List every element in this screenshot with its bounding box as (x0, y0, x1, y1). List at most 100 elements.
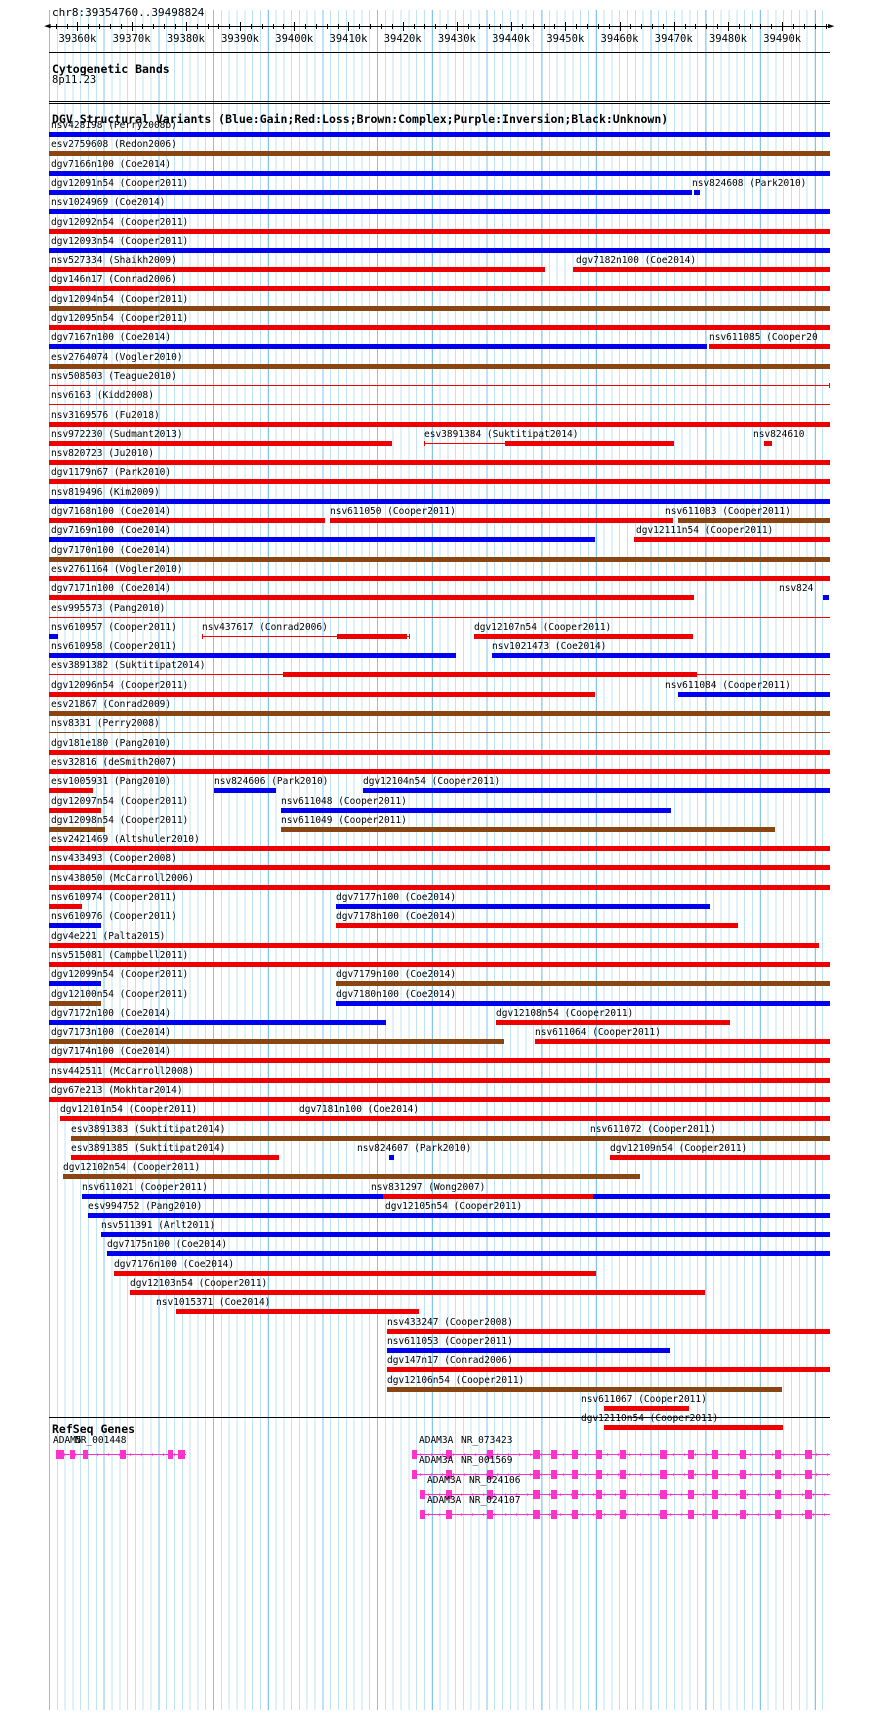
refseq-exon[interactable] (740, 1450, 746, 1459)
refseq-exon[interactable] (572, 1510, 578, 1519)
refseq-exon[interactable] (551, 1490, 557, 1499)
refseq-strand-arrow-icon: ‹ (723, 1509, 728, 1519)
refseq-strand-arrow-icon: ‹ (671, 1469, 676, 1479)
refseq-exon[interactable] (551, 1510, 557, 1519)
refseq-exon[interactable] (533, 1490, 540, 1499)
refseq-strand-arrow-icon: ‹ (517, 1449, 522, 1459)
refseq-exon[interactable] (620, 1470, 626, 1479)
refseq-strand-arrow-icon: ‹ (767, 1509, 772, 1519)
refseq-exon[interactable] (712, 1450, 718, 1459)
refseq-gene-label[interactable]: NR_001569 (461, 1455, 513, 1466)
refseq-exon[interactable] (660, 1450, 667, 1459)
refseq-strand-arrow-icon: ‹ (649, 1449, 654, 1459)
refseq-strand-arrow-icon: ‹ (822, 1509, 827, 1519)
refseq-strand-arrow-icon: ‹ (605, 1469, 610, 1479)
refseq-exon[interactable] (805, 1510, 812, 1519)
refseq-exon[interactable] (660, 1510, 667, 1519)
refseq-strand-arrow-icon: ‹ (558, 1489, 563, 1499)
refseq-exon[interactable] (533, 1470, 540, 1479)
refseq-exon[interactable] (70, 1450, 75, 1459)
refseq-exon[interactable] (775, 1450, 781, 1459)
refseq-exon[interactable] (620, 1450, 626, 1459)
refseq-exon[interactable] (572, 1490, 578, 1499)
refseq-exon[interactable] (712, 1490, 718, 1499)
refseq-exon[interactable] (660, 1470, 667, 1479)
refseq-strand-arrow-icon: ‹ (701, 1509, 706, 1519)
refseq-strand-arrow-icon: ‹ (514, 1509, 519, 1519)
refseq-exon[interactable] (740, 1510, 746, 1519)
refseq-gene-label[interactable]: ADAM3A (419, 1455, 454, 1466)
refseq-exon[interactable] (620, 1510, 626, 1519)
refseq-strand-arrow-icon: ‹ (525, 1489, 530, 1499)
refseq-strand-arrow-icon: ‹ (679, 1509, 684, 1519)
refseq-exon[interactable] (805, 1470, 812, 1479)
refseq-exon[interactable] (168, 1450, 173, 1459)
refseq-exon[interactable] (596, 1450, 602, 1459)
refseq-gene-label[interactable]: ADAM3A (427, 1475, 462, 1486)
refseq-exon[interactable] (120, 1450, 126, 1459)
refseq-strand-arrow-icon: ‹ (462, 1469, 467, 1479)
refseq-exon[interactable] (688, 1470, 694, 1479)
refseq-exon[interactable] (775, 1490, 781, 1499)
refseq-exon[interactable] (487, 1510, 493, 1519)
refseq-exon[interactable] (688, 1510, 694, 1519)
refseq-strand-arrow-icon: ‹ (646, 1489, 651, 1499)
refseq-exon[interactable] (775, 1470, 781, 1479)
refseq-exon[interactable] (660, 1490, 667, 1499)
refseq-exon[interactable] (688, 1490, 694, 1499)
refseq-strand-arrow-icon: ‹ (734, 1509, 739, 1519)
refseq-exon[interactable] (596, 1510, 602, 1519)
refseq-exon[interactable] (740, 1490, 746, 1499)
refseq-strand-arrow-icon: ‹ (723, 1489, 728, 1499)
refseq-exon[interactable] (596, 1490, 602, 1499)
refseq-exon[interactable] (56, 1450, 64, 1459)
refseq-exon[interactable] (712, 1470, 718, 1479)
divider-cytoband-bottom2 (49, 103, 830, 104)
refseq-exon[interactable] (551, 1450, 557, 1459)
refseq-exon[interactable] (688, 1450, 694, 1459)
refseq-exon[interactable] (420, 1490, 425, 1499)
refseq-exon[interactable] (712, 1510, 718, 1519)
refseq-strand-arrow-icon: ‹ (561, 1449, 566, 1459)
refseq-strand-arrow-icon: ‹ (139, 1449, 144, 1459)
refseq-strand-arrow-icon: ‹ (459, 1509, 464, 1519)
refseq-exon[interactable] (412, 1470, 417, 1479)
refseq-strand-arrow-icon: ‹ (561, 1469, 566, 1479)
refseq-exon[interactable] (572, 1450, 578, 1459)
refseq-exon[interactable] (572, 1470, 578, 1479)
refseq-exon[interactable] (412, 1450, 417, 1459)
refseq-exon[interactable] (596, 1470, 602, 1479)
refseq-strand-arrow-icon: ‹ (792, 1449, 797, 1459)
axis-left-arrow: ◄ (44, 19, 51, 32)
refseq-strand-arrow-icon: ‹ (470, 1509, 475, 1519)
dgv-title: DGV Structural Variants (Blue:Gain;Red:L… (52, 112, 669, 126)
refseq-gene-label[interactable]: NR_073423 (461, 1435, 513, 1446)
refseq-exon[interactable] (446, 1510, 452, 1519)
refseq-gene-label[interactable]: ADAM3A (419, 1435, 454, 1446)
refseq-exon[interactable] (551, 1470, 557, 1479)
refseq-exon[interactable] (533, 1450, 540, 1459)
refseq-exon[interactable] (83, 1450, 88, 1459)
refseq-strand-arrow-icon: ‹ (756, 1509, 761, 1519)
refseq-gene-label[interactable]: NR_024107 (469, 1495, 521, 1506)
refseq-strand-arrow-icon: ‹ (583, 1469, 588, 1479)
refseq-exon[interactable] (420, 1510, 425, 1519)
refseq-exon[interactable] (740, 1470, 746, 1479)
refseq-strand-arrow-icon: ‹ (814, 1469, 819, 1479)
refseq-exon[interactable] (775, 1510, 781, 1519)
refseq-exon[interactable] (620, 1490, 626, 1499)
refseq-strand-arrow-icon: ‹ (635, 1509, 640, 1519)
refseq-strand-arrow-icon: ‹ (789, 1489, 794, 1499)
refseq-gene-label[interactable]: NR_001448 (75, 1435, 127, 1446)
refseq-exon[interactable] (178, 1450, 185, 1459)
refseq-strand-arrow-icon: ‹ (525, 1509, 530, 1519)
refseq-exon[interactable] (805, 1490, 812, 1499)
refseq-strand-arrow-icon: ‹ (558, 1509, 563, 1519)
refseq-exon[interactable] (533, 1510, 540, 1519)
refseq-strand-arrow-icon: ‹ (814, 1449, 819, 1459)
refseq-exon[interactable] (805, 1450, 812, 1459)
refseq-gene-label[interactable]: NR_024106 (469, 1475, 521, 1486)
refseq-gene-label[interactable]: ADAM3A (427, 1495, 462, 1506)
refseq-strand-arrow-icon: ‹ (679, 1489, 684, 1499)
